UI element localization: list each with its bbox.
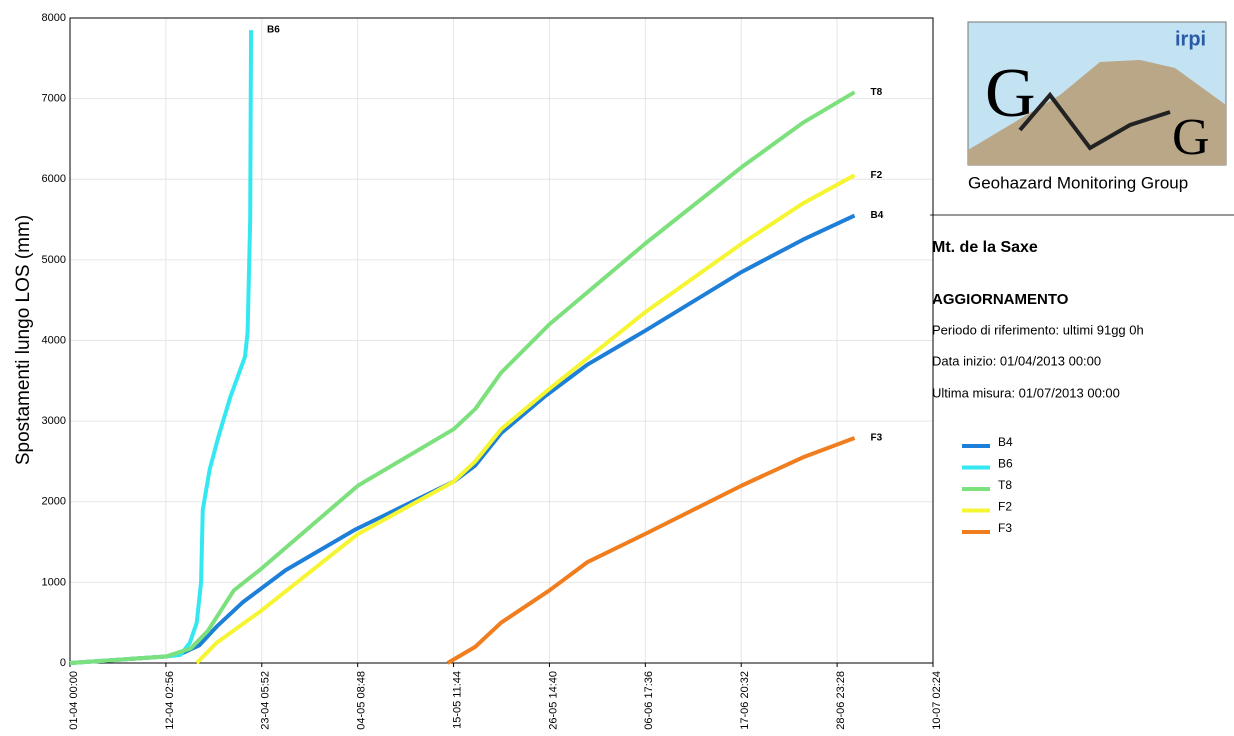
x-tick-label: 06-06 17:36 bbox=[643, 671, 655, 730]
y-tick-label: 4000 bbox=[42, 334, 66, 346]
y-tick-label: 3000 bbox=[42, 415, 66, 427]
series-line bbox=[69, 30, 254, 665]
y-tick-label: 8000 bbox=[42, 12, 66, 24]
logo-letter: G bbox=[1172, 109, 1210, 166]
x-tick-label: 12-04 02:56 bbox=[164, 671, 176, 730]
logo-letter: G bbox=[985, 55, 1036, 132]
y-tick-label: 2000 bbox=[42, 496, 66, 508]
logo-m bbox=[1018, 91, 1171, 151]
end-label: B6 bbox=[267, 25, 280, 36]
y-tick-label: 0 bbox=[60, 657, 66, 669]
x-tick-label: 10-07 02:24 bbox=[931, 671, 943, 730]
x-tick-label: 01-04 00:00 bbox=[68, 671, 80, 730]
legend-label: B4 bbox=[998, 435, 1013, 449]
panel-line: Ultima misura: 01/07/2013 00:00 bbox=[932, 385, 1120, 400]
series-line bbox=[195, 173, 856, 665]
end-label: F2 bbox=[871, 170, 883, 181]
legend-label: F3 bbox=[998, 521, 1012, 535]
logo-caption: Geohazard Monitoring Group bbox=[968, 173, 1188, 192]
panel-line: Data inizio: 01/04/2013 00:00 bbox=[932, 353, 1101, 368]
logo: G G irpi Geohazard Monitoring Group bbox=[967, 21, 1227, 192]
legend-label: T8 bbox=[998, 478, 1012, 492]
y-tick-label: 7000 bbox=[42, 93, 66, 105]
end-label: T8 bbox=[871, 87, 883, 98]
x-tick-label: 17-06 20:32 bbox=[739, 671, 751, 730]
legend-label: F2 bbox=[998, 500, 1012, 514]
panel-heading: AGGIORNAMENTO bbox=[932, 291, 1069, 308]
logo-brand: irpi bbox=[1175, 28, 1206, 50]
site-name: Mt. de la Saxe bbox=[932, 239, 1038, 256]
series-line bbox=[69, 90, 856, 665]
end-label: B4 bbox=[871, 210, 884, 221]
series-line bbox=[446, 436, 856, 665]
x-tick-label: 15-05 11:44 bbox=[451, 671, 463, 729]
panel-line: Periodo di riferimento: ultimi 91gg 0h bbox=[932, 322, 1144, 337]
series-line bbox=[69, 213, 856, 665]
y-tick-label: 6000 bbox=[42, 173, 66, 185]
y-axis-label: Spostamenti lungo LOS (mm) bbox=[13, 215, 34, 465]
plot-frame bbox=[69, 17, 934, 664]
end-label: F3 bbox=[871, 433, 883, 444]
x-tick-label: 28-06 23:28 bbox=[835, 671, 847, 730]
y-tick-label: 5000 bbox=[42, 254, 66, 266]
logo-mountain bbox=[968, 60, 1226, 165]
x-tick-label: 23-04 05:52 bbox=[260, 671, 272, 730]
x-tick-label: 04-05 08:48 bbox=[356, 671, 368, 730]
legend-label: B6 bbox=[998, 457, 1013, 471]
x-tick-label: 26-05 14:40 bbox=[547, 671, 559, 730]
y-tick-label: 1000 bbox=[42, 576, 66, 588]
